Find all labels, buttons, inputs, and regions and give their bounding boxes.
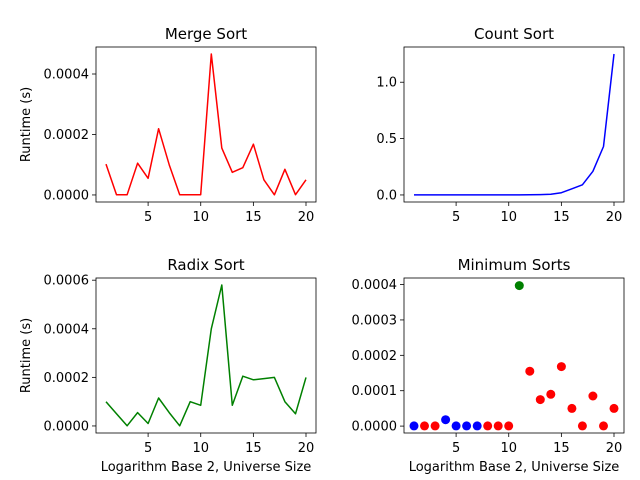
data-point: [462, 421, 472, 431]
y-tick-label: 0.5: [376, 132, 397, 147]
chart-title: Minimum Sorts: [458, 256, 571, 274]
data-point: [546, 389, 556, 399]
x-tick-label: 5: [144, 210, 152, 225]
y-tick-label: 0.0: [376, 188, 397, 203]
y-tick-label: 0.0000: [44, 419, 90, 434]
x-tick-label: 10: [500, 210, 517, 225]
y-tick-label: 0.0002: [352, 349, 398, 364]
y-tick-label: 0.0000: [352, 420, 398, 435]
data-point: [609, 403, 619, 413]
x-axis-label: Logarithm Base 2, Universe Size: [101, 460, 312, 475]
subplot-4: 5 10 15 20 0.0000 0.0001 0.0002 0.0003 0.0004 Min…: [352, 256, 625, 475]
series-line: [105, 284, 307, 427]
chart-title: Count Sort: [474, 25, 554, 43]
data-point: [599, 421, 608, 431]
data-point: [504, 421, 514, 431]
y-axis-label: Runtime (s): [19, 318, 34, 393]
chart-title: Merge Sort: [165, 25, 247, 43]
x-tick-label: 20: [606, 441, 623, 456]
subplot-3: 5 10 15 20 0.0000 0.0002 0.0004 0.0006 Radix Sor…: [19, 256, 317, 475]
series-line: [414, 53, 615, 196]
y-tick-label: 0.0001: [352, 384, 398, 399]
data-point: [588, 391, 598, 401]
y-tick-label: 0.0002: [44, 371, 90, 386]
y-tick-label: 0.0000: [44, 188, 90, 203]
data-point: [441, 415, 451, 425]
x-tick-label: 10: [192, 210, 209, 225]
data-point: [451, 421, 461, 431]
data-point: [409, 421, 419, 431]
x-tick-label: 5: [144, 441, 152, 456]
data-point: [525, 366, 535, 376]
x-axis-label: Logarithm Base 2, Universe Size: [409, 460, 620, 475]
series-line: [105, 53, 307, 196]
x-tick-label: 20: [298, 210, 315, 225]
axes-frame: [403, 46, 625, 203]
y-tick-label: 0.0002: [44, 128, 90, 143]
y-tick-label: 0.0004: [44, 68, 90, 83]
axes-frame: [403, 277, 625, 434]
x-tick-label: 20: [298, 441, 315, 456]
y-tick-label: 0.0004: [352, 278, 398, 293]
x-tick-label: 10: [192, 441, 209, 456]
data-point: [493, 421, 503, 431]
x-tick-label: 15: [553, 441, 570, 456]
data-point: [535, 395, 545, 405]
data-point: [483, 421, 493, 431]
y-tick-label: 1.0: [376, 76, 397, 91]
chart-title: Radix Sort: [167, 256, 244, 274]
y-tick-label: 0.0006: [44, 274, 90, 289]
x-tick-label: 20: [606, 210, 623, 225]
x-tick-label: 15: [245, 441, 262, 456]
axes-frame: [95, 277, 317, 434]
data-point: [577, 421, 587, 431]
y-tick-label: 0.0004: [44, 322, 90, 337]
data-point: [430, 421, 440, 431]
y-axis-label: Runtime (s): [19, 87, 34, 162]
x-tick-label: 15: [553, 210, 570, 225]
subplot-1: 5 10 15 20 0.0000 0.0002 0.0004 Merge Sort Runti…: [19, 25, 317, 225]
x-tick-label: 15: [245, 210, 262, 225]
axes-frame: [95, 46, 317, 203]
subplot-2: 5 10 15 20 0.0 0.5 1.0 Count Sort: [376, 25, 625, 225]
x-tick-label: 5: [452, 441, 460, 456]
x-tick-label: 10: [500, 441, 517, 456]
data-point: [567, 403, 577, 413]
data-point: [556, 362, 566, 372]
data-point: [514, 281, 524, 291]
y-tick-label: 0.0003: [352, 313, 398, 328]
data-point: [420, 421, 429, 431]
x-tick-label: 5: [452, 210, 460, 225]
data-point: [472, 421, 482, 431]
